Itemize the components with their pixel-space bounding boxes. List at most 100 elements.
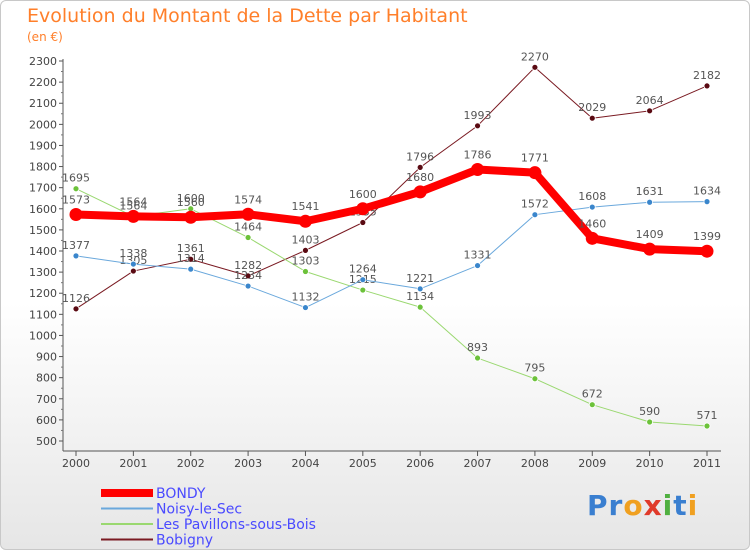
data-point	[356, 202, 370, 216]
data-point	[129, 260, 137, 268]
data-label: 1282	[234, 259, 262, 272]
y-tick-label: 2000	[29, 118, 57, 131]
series-line-les-pavillons-sous-bois	[75, 188, 708, 427]
x-tick-label: 2000	[62, 457, 90, 470]
logo-letter: o	[623, 489, 644, 522]
logo-letter: P	[587, 489, 609, 522]
x-tick-label: 2011	[693, 457, 721, 470]
data-label: 1234	[234, 269, 262, 282]
data-point	[126, 209, 140, 223]
data-label: 1786	[464, 149, 492, 162]
data-label: 893	[467, 341, 488, 354]
logo-letter: r	[608, 489, 624, 522]
data-point	[588, 114, 596, 122]
series-line-bondy	[72, 165, 711, 256]
data-point	[531, 375, 539, 383]
data-label: 1572	[521, 198, 549, 211]
data-point	[471, 163, 485, 177]
data-point	[646, 418, 654, 426]
y-tick-label: 1900	[29, 139, 57, 152]
data-point	[69, 207, 83, 221]
data-label: 2270	[521, 50, 549, 63]
data-point	[302, 246, 309, 254]
data-point	[302, 304, 309, 311]
data-point	[72, 305, 80, 313]
data-label: 1221	[406, 272, 434, 285]
data-label: 571	[697, 409, 718, 422]
data-label: 1305	[119, 254, 147, 267]
data-point	[474, 122, 481, 130]
data-point	[298, 214, 312, 228]
data-label: 1608	[578, 190, 606, 203]
y-tick-label: 1500	[29, 224, 57, 237]
data-label: 1126	[62, 292, 90, 305]
data-point	[646, 198, 654, 206]
y-tick-label: 2300	[29, 55, 57, 68]
data-label: 1993	[464, 109, 492, 122]
data-label: 1264	[349, 263, 377, 276]
data-label: 1403	[291, 233, 319, 246]
data-point	[700, 244, 714, 258]
x-tick-label: 2001	[119, 457, 147, 470]
data-label: 2064	[636, 94, 664, 107]
data-label: 1338	[119, 247, 147, 260]
x-tick-label: 2010	[636, 457, 664, 470]
series-bobigny: 1126130513611282140315351796199322702029…	[62, 50, 721, 313]
data-point	[184, 210, 198, 224]
data-label: 1574	[234, 193, 262, 206]
y-tick-label: 2200	[29, 76, 57, 89]
data-point	[416, 163, 424, 171]
logo-letter: t	[673, 489, 688, 522]
data-point	[588, 401, 596, 409]
data-label: 1631	[636, 185, 664, 198]
data-label: 672	[582, 388, 603, 401]
data-label: 1541	[291, 200, 319, 213]
series-bondy: 1573 1564 1560 1574 1541 1600 1680 1786 1771 1460…	[62, 149, 721, 258]
data-point	[703, 198, 711, 206]
data-label: 1573	[62, 193, 90, 206]
data-point	[413, 185, 427, 199]
data-label: 1399	[693, 230, 721, 243]
data-point	[528, 166, 542, 180]
data-point	[241, 207, 255, 221]
logo-letter: x	[643, 489, 663, 522]
x-tick-label: 2008	[521, 457, 549, 470]
x-tick-label: 2006	[406, 457, 434, 470]
y-tick-label: 600	[36, 414, 57, 427]
data-label: 1132	[291, 291, 319, 304]
y-tick-label: 1300	[29, 266, 57, 279]
y-tick-label: 2100	[29, 97, 57, 110]
data-point	[531, 63, 539, 71]
data-point	[359, 276, 367, 284]
data-point	[588, 203, 596, 211]
data-label: 1560	[177, 196, 205, 209]
y-tick-label: 1400	[29, 245, 57, 258]
data-label: 1600	[349, 188, 377, 201]
data-label: 1464	[234, 220, 262, 233]
data-label: 1796	[406, 150, 434, 163]
y-tick-label: 800	[36, 372, 57, 385]
x-tick-label: 2002	[177, 457, 205, 470]
data-point	[646, 107, 654, 115]
y-tick-label: 1000	[29, 329, 57, 342]
y-tick-label: 1600	[29, 203, 57, 216]
data-label: 1314	[177, 252, 205, 265]
y-tick-label: 700	[36, 393, 57, 406]
data-label: 1564	[119, 195, 147, 208]
data-label: 1303	[291, 254, 319, 267]
x-tick-label: 2004	[291, 457, 319, 470]
chart-subtitle: (en €)	[27, 30, 63, 44]
data-label: 1377	[62, 239, 90, 252]
y-tick-label: 1700	[29, 182, 57, 195]
y-tick-label: 900	[36, 351, 57, 364]
data-label: 1564	[119, 199, 147, 212]
data-label: 1460	[578, 217, 606, 230]
data-point	[703, 422, 711, 430]
data-point	[474, 354, 481, 362]
x-tick-label: 2009	[578, 457, 606, 470]
data-point	[585, 231, 599, 245]
data-point	[416, 303, 424, 311]
y-tick-label: 1800	[29, 161, 57, 174]
data-label: 1771	[521, 152, 549, 165]
y-tick-label: 500	[36, 435, 57, 448]
